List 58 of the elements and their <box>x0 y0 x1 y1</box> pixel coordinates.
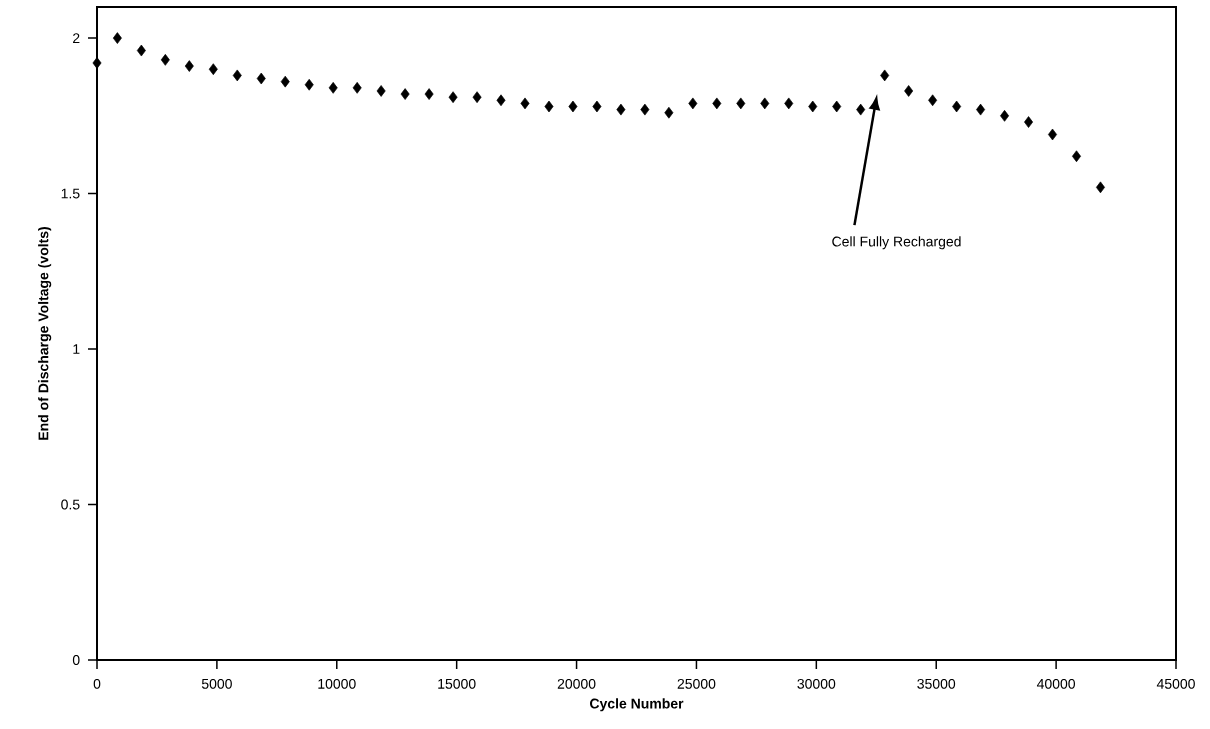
point <box>712 97 722 110</box>
x-tick-label: 15000 <box>438 678 476 689</box>
x-tick-label: 0 <box>93 678 101 689</box>
point <box>784 97 794 110</box>
point <box>952 100 962 113</box>
point <box>736 97 746 110</box>
point <box>448 91 458 104</box>
point <box>376 85 386 97</box>
x-axis-title: Cycle Number <box>590 698 684 712</box>
point <box>472 91 482 104</box>
point <box>352 82 362 94</box>
point <box>856 103 866 116</box>
x-tick-label: 10000 <box>318 678 356 689</box>
point <box>904 85 914 97</box>
point <box>592 100 602 113</box>
x-tick-label: 30000 <box>797 678 836 689</box>
point <box>544 100 554 113</box>
point <box>136 44 146 57</box>
x-tick-label: 40000 <box>1036 678 1076 689</box>
point <box>112 32 122 44</box>
point <box>832 100 842 113</box>
y-tick-label: 2 <box>73 33 80 43</box>
point <box>328 82 338 94</box>
annotation: Cell Fully Recharged <box>832 236 961 250</box>
point <box>688 97 698 110</box>
point <box>280 75 290 88</box>
x-tick-label: 25000 <box>677 678 716 689</box>
point <box>568 100 578 113</box>
point <box>664 106 674 119</box>
point <box>304 78 314 91</box>
point <box>808 100 818 113</box>
x-tick-label: 35000 <box>917 678 956 689</box>
x-tick-label: 45000 <box>1156 678 1195 689</box>
point <box>208 63 218 76</box>
point <box>520 97 530 110</box>
x-tick-label: 5000 <box>201 678 232 689</box>
point <box>928 94 938 107</box>
point <box>1000 109 1010 122</box>
point <box>616 103 626 116</box>
point <box>400 88 410 100</box>
point <box>256 72 266 85</box>
point <box>232 69 242 82</box>
point <box>92 57 102 69</box>
y-tick-label: 1.5 <box>61 188 80 199</box>
x-tick-label: 20000 <box>557 678 596 689</box>
point <box>976 103 986 116</box>
point <box>1024 116 1034 128</box>
point <box>640 103 650 116</box>
point <box>496 94 506 107</box>
y-tick-label: 1 <box>73 344 80 354</box>
y-tick-label: 0.5 <box>61 499 80 510</box>
point <box>880 69 890 82</box>
point <box>160 54 170 66</box>
point <box>184 60 194 72</box>
y-tick-label: 0 <box>72 655 80 665</box>
point <box>424 88 434 100</box>
point <box>760 97 770 110</box>
y-axis-title: End of Discharge Voltage (volts) <box>38 226 52 440</box>
